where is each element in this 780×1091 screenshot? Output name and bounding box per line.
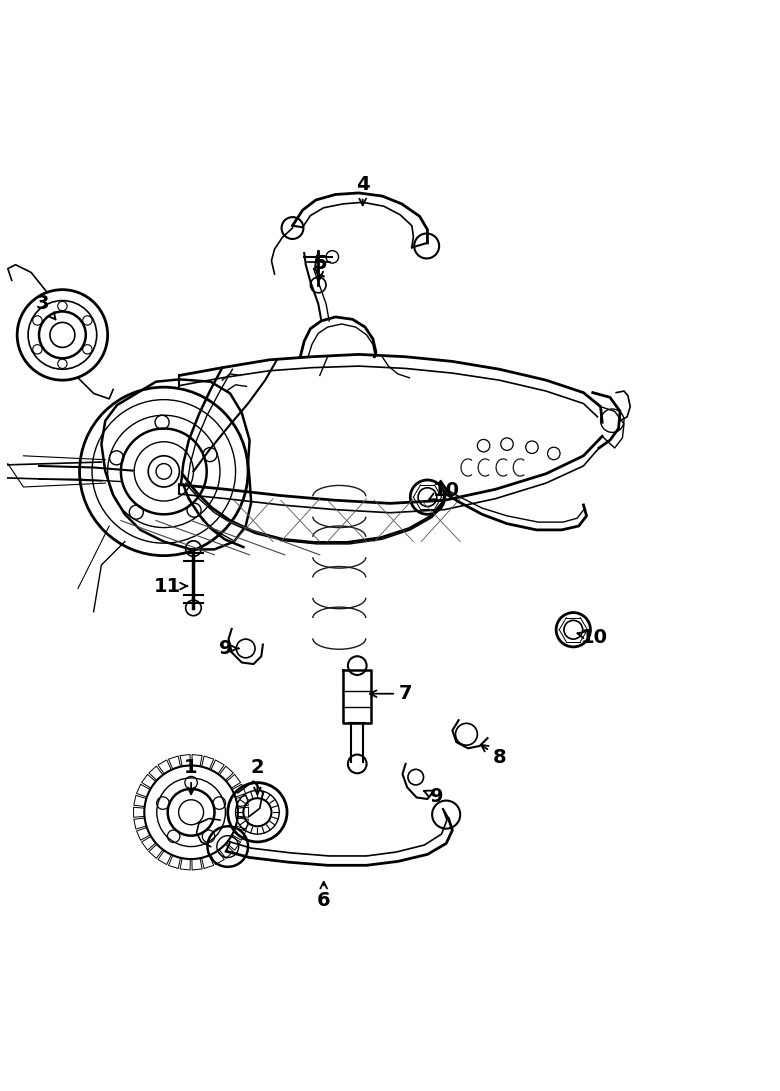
Text: 9: 9 [424,788,444,806]
Text: 11: 11 [154,576,187,596]
Text: 9: 9 [219,639,239,658]
Text: 6: 6 [317,882,331,910]
Text: 10: 10 [429,481,459,501]
Text: 10: 10 [577,628,608,647]
Text: 2: 2 [250,758,264,794]
Text: 5: 5 [313,253,327,278]
Text: 7: 7 [370,684,413,704]
Text: 4: 4 [356,175,370,205]
Text: 3: 3 [36,295,55,320]
Text: 1: 1 [184,758,198,794]
Text: 8: 8 [481,745,506,767]
